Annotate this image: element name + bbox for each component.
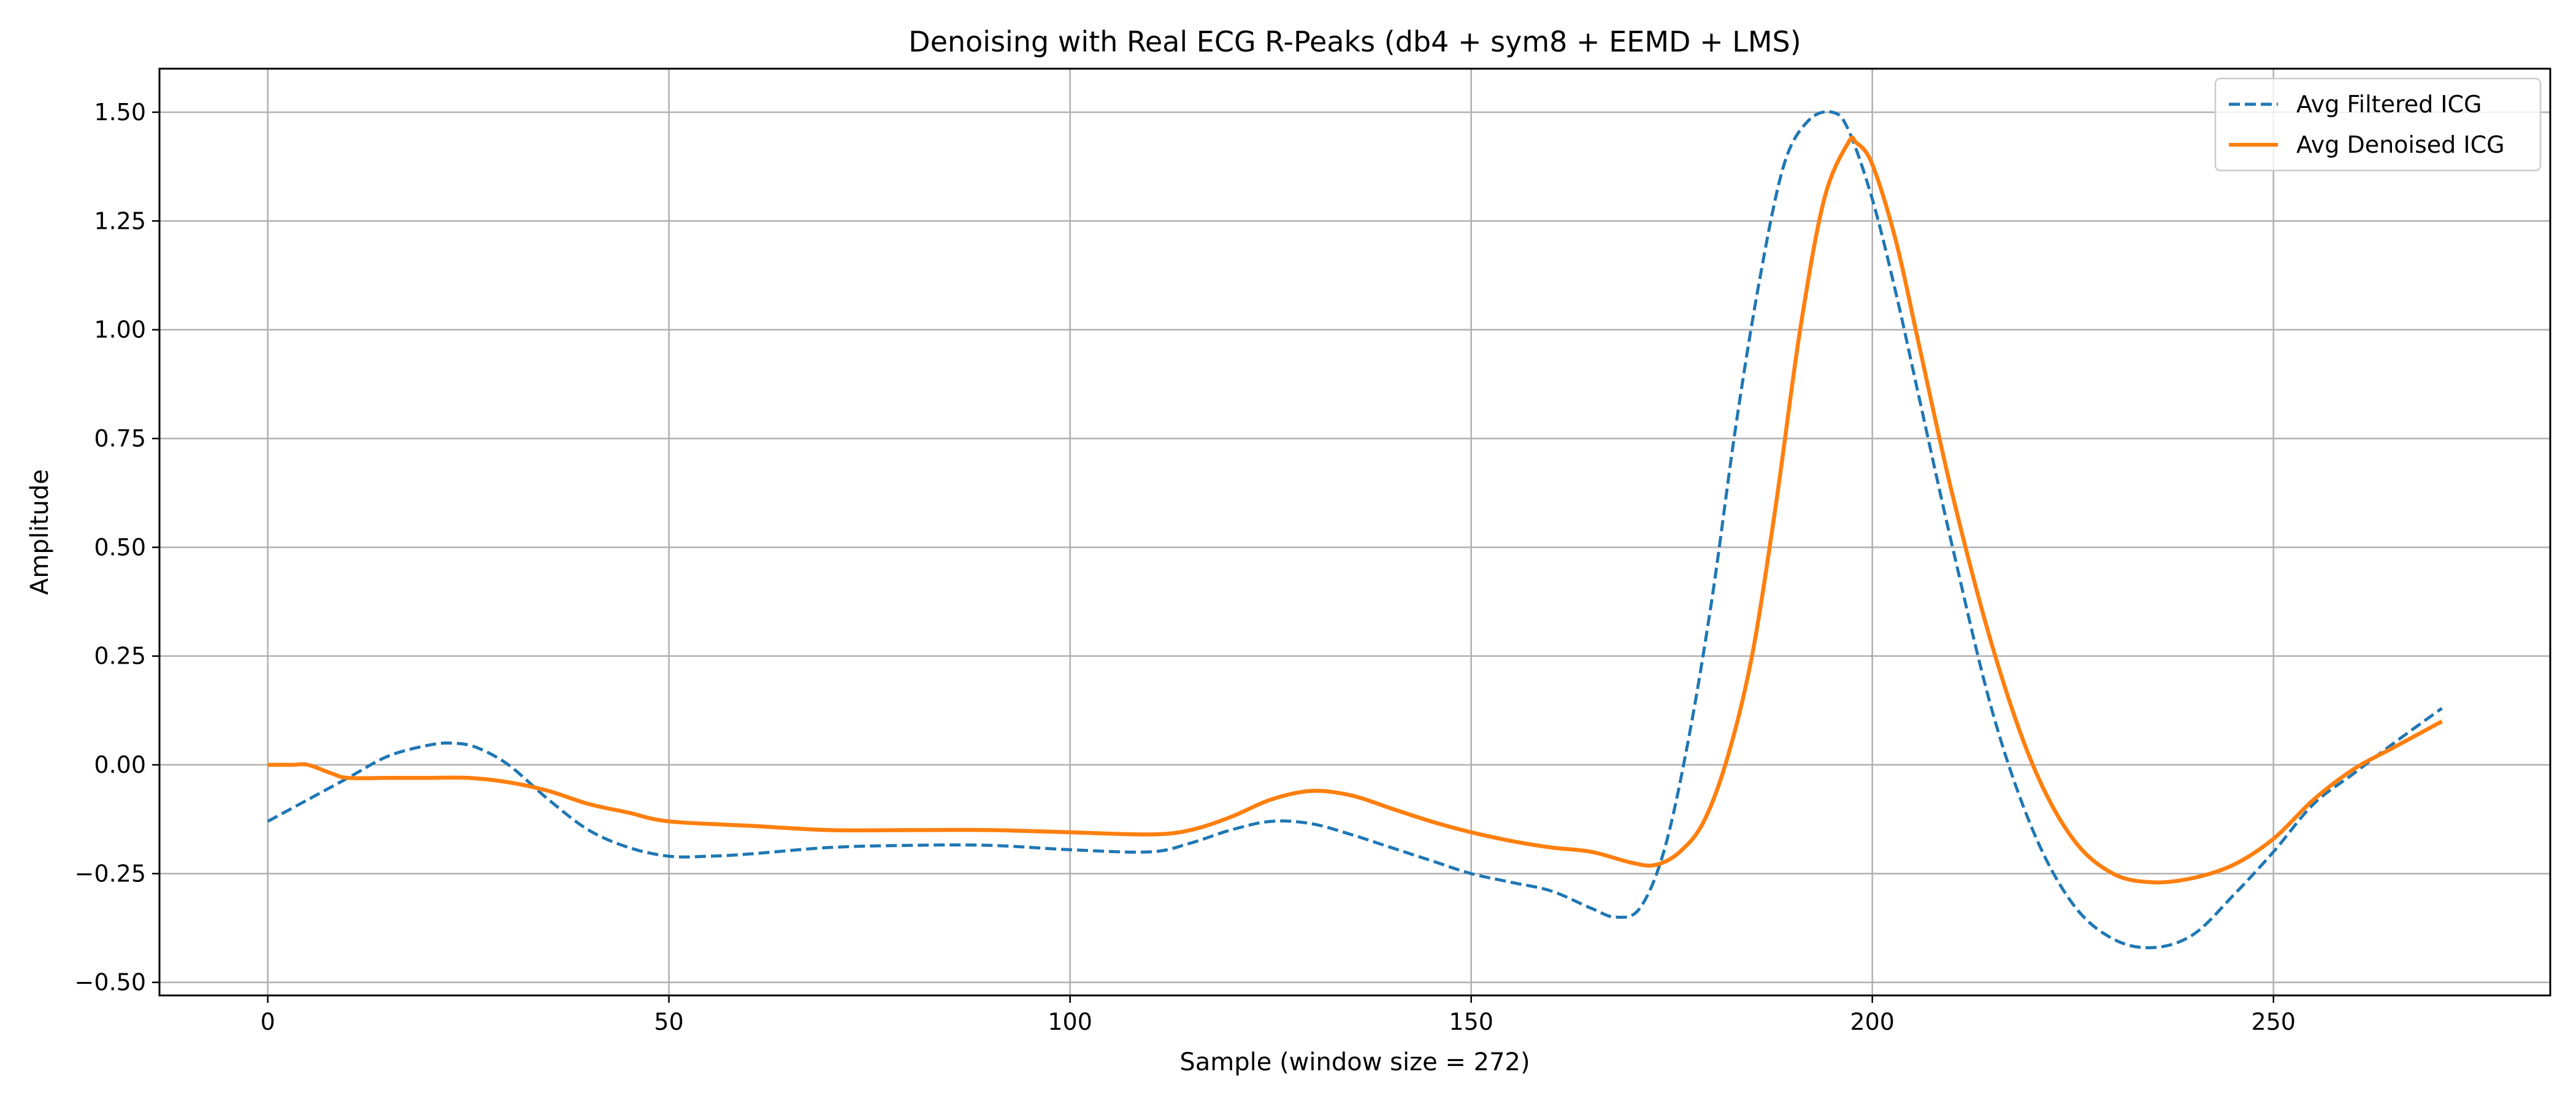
- series-line-filtered-icg: [267, 110, 2443, 949]
- x-tick-label: 0: [260, 1008, 275, 1035]
- plot-frame: [158, 67, 2551, 997]
- legend-box: [2214, 77, 2542, 172]
- x-tick-label: 150: [1449, 1008, 1493, 1035]
- y-tick-label: 1.00: [94, 316, 146, 343]
- y-tick-label: 1.50: [94, 99, 146, 126]
- y-tick-label: −0.50: [75, 969, 146, 996]
- plot-series: [267, 110, 2443, 949]
- x-tick-label: 250: [2251, 1008, 2296, 1035]
- y-tick-label: 0.25: [94, 643, 146, 670]
- y-tick-label: 1.25: [94, 207, 146, 234]
- grid-lines: [159, 69, 2550, 995]
- x-tick-label: 200: [1850, 1008, 1895, 1035]
- chart-title: Denoising with Real ECG R-Peaks (db4 + s…: [908, 25, 1801, 58]
- x-tick-label: 50: [654, 1008, 683, 1035]
- y-axis-title: Amplitude: [26, 469, 54, 595]
- series-line-denoised-icg: [267, 136, 2443, 885]
- y-tick-label: 0.00: [94, 751, 146, 778]
- x-axis-title: Sample (window size = 272): [1179, 1048, 1530, 1076]
- y-tick-label: 0.75: [94, 425, 146, 452]
- y-tick-label: −0.25: [75, 860, 146, 887]
- axis-ticks: 0 50 100 150 200 250 −0.50 −0.25 0.00 0.25 0.50 0.7…: [75, 99, 2296, 1035]
- y-tick-label: 0.50: [94, 534, 146, 561]
- legend-label-denoised: Avg Denoised ICG: [2296, 131, 2505, 158]
- legend: Avg Filtered ICG Avg Denoised ICG: [2214, 77, 2542, 172]
- legend-label-filtered: Avg Filtered ICG: [2296, 91, 2482, 118]
- x-tick-label: 100: [1048, 1008, 1092, 1035]
